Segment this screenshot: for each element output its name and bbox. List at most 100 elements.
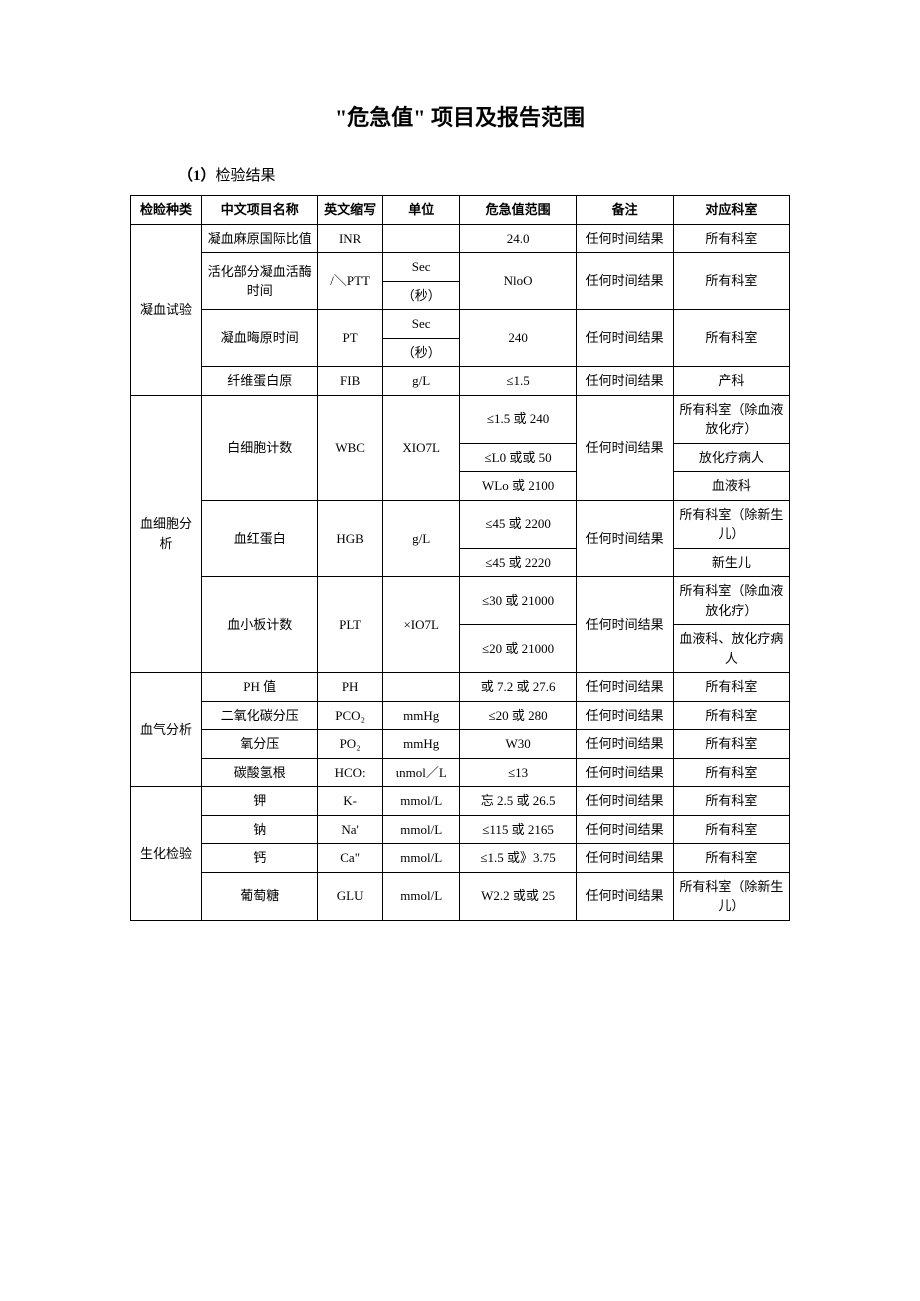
table-cell: 钙 [202,844,318,873]
table-cell: 任何时间结果 [576,367,673,396]
table-cell: 葡萄糖 [202,872,318,920]
table-cell: 任何时间结果 [576,701,673,730]
table-cell: 血液科、放化疗病人 [673,625,789,673]
table-cell: 任何时间结果 [576,673,673,702]
page-title: "危急值" 项目及报告范围 [130,100,790,132]
table-row: 血小板计数PLT×IO7L≤30 或 21000任何时间结果所有科室（除血液放化… [131,577,790,625]
table-row: 纤维蛋白原FIBg/L≤1.5任何时间结果产科 [131,367,790,396]
table-cell: 所有科室（除新生儿） [673,872,789,920]
th-category: 检睑种类 [131,196,202,225]
section-num: （1） [178,168,216,184]
table-cell: HGB [318,500,383,577]
table-row: 葡萄糖GLUmmol/LW2.2 或或 25任何时间结果所有科室（除新生儿） [131,872,790,920]
table-cell: 活化部分凝血活酶时间 [202,253,318,310]
table-cell: WBC [318,395,383,500]
table-cell: ≤30 或 21000 [460,577,576,625]
th-remark: 备注 [576,196,673,225]
table-cell: 血液科 [673,472,789,501]
table-cell: 白细胞计数 [202,395,318,500]
th-unit: 单位 [382,196,460,225]
table-cell: ×IO7L [382,577,460,673]
table-cell: W30 [460,730,576,759]
table-cell: ≤45 或 2220 [460,548,576,577]
table-cell: 所有科室（除血液放化疗） [673,577,789,625]
table-cell: NloO [460,253,576,310]
table-cell: FIB [318,367,383,396]
table-row: 生化检验钾K-mmol/L忘 2.5 或 26.5任何时间结果所有科室 [131,787,790,816]
table-row: 碳酸氢根HCO:ιnmol／L≤13任何时间结果所有科室 [131,758,790,787]
table-cell: 所有科室 [673,787,789,816]
table-row: 活化部分凝血活酶时间/＼PTTSecNloO任何时间结果所有科室 [131,253,790,282]
table-cell: ≤45 或 2200 [460,500,576,548]
table-cell: 产科 [673,367,789,396]
table-cell: 所有科室（除血液放化疗） [673,395,789,443]
table-cell [382,673,460,702]
table-cell: 任何时间结果 [576,730,673,759]
table-cell: ≤1.5 或 240 [460,395,576,443]
table-cell: PLT [318,577,383,673]
table-cell: 任何时间结果 [576,395,673,500]
table-cell: PT [318,310,383,367]
table-cell: Ca" [318,844,383,873]
table-cell: ≤1.5 [460,367,576,396]
table-cell: 放化疗病人 [673,443,789,472]
table-cell: 二氧化碳分压 [202,701,318,730]
table-cell: 纤维蛋白原 [202,367,318,396]
table-cell: 任何时间结果 [576,815,673,844]
table-cell: ≤115 或 2165 [460,815,576,844]
table-cell: 所有科室 [673,224,789,253]
table-cell: 凝血晦原时间 [202,310,318,367]
table-cell: 或 7.2 或 27.6 [460,673,576,702]
table-cell: 凝血麻原国际比值 [202,224,318,253]
table-cell: 血气分析 [131,673,202,787]
table-cell: 氧分压 [202,730,318,759]
table-cell: mmol/L [382,815,460,844]
table-cell: 钠 [202,815,318,844]
table-cell: 任何时间结果 [576,758,673,787]
table-cell: 任何时间结果 [576,872,673,920]
table-cell [382,224,460,253]
table-cell: XIO7L [382,395,460,500]
section-text: 检验结果 [216,168,276,184]
table-cell: 碳酸氢根 [202,758,318,787]
table-cell: ιnmol／L [382,758,460,787]
table-cell: ≤20 或 21000 [460,625,576,673]
table-row: 钠Na'mmol/L≤115 或 2165任何时间结果所有科室 [131,815,790,844]
table-cell: 血小板计数 [202,577,318,673]
table-cell: 任何时间结果 [576,844,673,873]
table-cell: 所有科室 [673,844,789,873]
table-cell: WLo 或 2100 [460,472,576,501]
table-row: 凝血试验凝血麻原国际比值INR24.0任何时间结果所有科室 [131,224,790,253]
table-cell: g/L [382,367,460,396]
table-cell: 血细胞分析 [131,395,202,673]
table-cell: mmol/L [382,872,460,920]
table-row: 血红蛋白HGBg/L≤45 或 2200任何时间结果所有科室（除新生儿） [131,500,790,548]
table-cell: PH [318,673,383,702]
th-dept: 对应科室 [673,196,789,225]
table-cell: /＼PTT [318,253,383,310]
table-cell: 血红蛋白 [202,500,318,577]
table-cell: 所有科室 [673,310,789,367]
table-cell: mmol/L [382,844,460,873]
table-cell: Sec [382,310,460,339]
table-cell: mmol/L [382,787,460,816]
table-cell: 24.0 [460,224,576,253]
table-cell: ≤13 [460,758,576,787]
table-cell: 任何时间结果 [576,577,673,673]
section-heading: （1）检验结果 [178,164,790,185]
table-cell: 任何时间结果 [576,224,673,253]
table-cell: 凝血试验 [131,224,202,395]
table-row: 氧分压PO₂mmHgW30任何时间结果所有科室 [131,730,790,759]
th-abbrev: 英文缩写 [318,196,383,225]
table-cell: mmHg [382,701,460,730]
critical-values-table: 检睑种类 中文项目名称 英文缩写 单位 危急值范围 备注 对应科室 凝血试验凝血… [130,195,790,921]
table-cell: 240 [460,310,576,367]
table-cell: 所有科室（除新生儿） [673,500,789,548]
table-row: 二氧化碳分压PCO₂mmHg≤20 或 280任何时间结果所有科室 [131,701,790,730]
table-cell: K- [318,787,383,816]
table-cell: Sec [382,253,460,282]
table-cell: PCO₂ [318,701,383,730]
table-cell: INR [318,224,383,253]
table-cell: 任何时间结果 [576,253,673,310]
table-cell: g/L [382,500,460,577]
